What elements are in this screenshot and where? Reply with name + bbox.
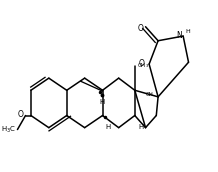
Text: H: H	[99, 99, 104, 105]
Text: O: O	[138, 24, 144, 33]
Text: O: O	[18, 110, 24, 119]
Text: H$_3$C: H$_3$C	[1, 124, 17, 135]
Text: H: H	[185, 29, 190, 34]
Text: H: H	[138, 124, 143, 130]
Text: N: N	[176, 31, 182, 40]
Text: H: H	[106, 124, 111, 130]
Text: CH$_3$: CH$_3$	[137, 62, 149, 70]
Text: O: O	[138, 59, 144, 68]
Text: CH: CH	[145, 92, 153, 97]
